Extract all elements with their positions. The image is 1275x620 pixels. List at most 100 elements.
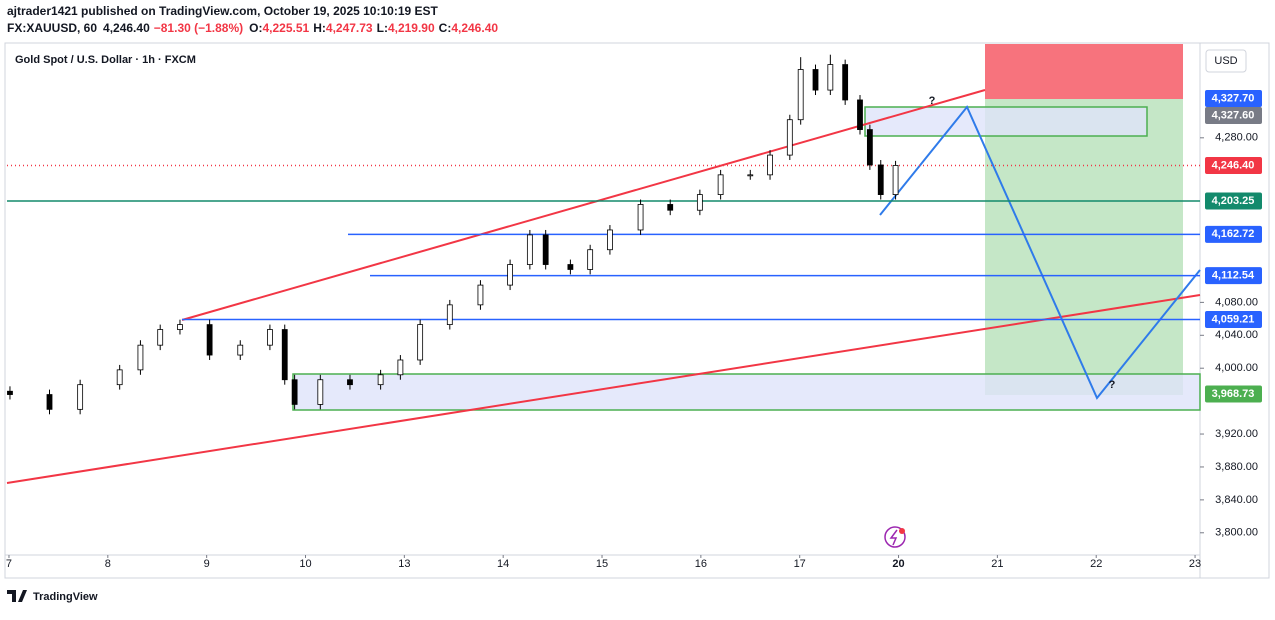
c-label: C: bbox=[439, 21, 452, 35]
events-bolt bbox=[889, 529, 898, 546]
candle-body bbox=[587, 249, 594, 270]
candle-body bbox=[7, 390, 13, 395]
price-label: 4,203.25 bbox=[1212, 195, 1255, 207]
price-label-box bbox=[1205, 267, 1262, 285]
candle-body bbox=[786, 119, 793, 156]
price-label-box bbox=[1205, 156, 1262, 174]
brand[interactable]: TradingView bbox=[33, 591, 98, 603]
change: −81.30 (−1.88%) bbox=[154, 21, 243, 35]
candle-body bbox=[717, 174, 724, 195]
y-tick-label: 4,040.00 bbox=[1215, 329, 1258, 341]
levels bbox=[7, 164, 1200, 321]
candle-body bbox=[177, 324, 183, 330]
candle-body bbox=[347, 379, 353, 386]
candle-body bbox=[317, 379, 324, 405]
candle-body bbox=[77, 384, 84, 410]
x-tick-label: 9 bbox=[204, 558, 210, 570]
candle-body bbox=[857, 99, 863, 130]
candle-body bbox=[842, 64, 849, 101]
candle-body bbox=[812, 69, 819, 91]
price-label-box bbox=[1205, 310, 1262, 328]
y-tick-label: 4,280.00 bbox=[1215, 132, 1258, 144]
publisher: ajtrader1421 published on TradingView.co… bbox=[7, 4, 439, 18]
candle-body bbox=[206, 324, 213, 356]
events-dot bbox=[899, 528, 905, 534]
lower-trendline bbox=[6, 294, 1201, 484]
candle-body bbox=[892, 165, 899, 195]
candle-body bbox=[747, 174, 754, 177]
price-label: 4,327.70 bbox=[1212, 92, 1255, 104]
candle-body bbox=[567, 264, 574, 270]
x-tick-label: 8 bbox=[105, 558, 111, 570]
candle-body bbox=[507, 264, 513, 286]
candle-body bbox=[637, 204, 644, 231]
price-label: 4,112.54 bbox=[1212, 270, 1255, 282]
y-tick-label: 4,000.00 bbox=[1215, 362, 1258, 374]
publisher-text: ajtrader1421 published on TradingView.co… bbox=[7, 4, 439, 18]
upper-trendline bbox=[181, 89, 986, 321]
ohlc-line: FX:XAUUSD, 60 4,246.40 −81.30 (−1.88%) O:4,… bbox=[7, 21, 498, 35]
candle-body bbox=[377, 374, 384, 386]
frame bbox=[4, 42, 1270, 579]
candle-body bbox=[877, 164, 884, 195]
y-tick-label: 3,840.00 bbox=[1215, 494, 1258, 506]
candle-body bbox=[46, 394, 53, 410]
x-tick-label: 10 bbox=[299, 558, 311, 570]
drawings: ? ? bbox=[6, 44, 1201, 484]
x-tick-label: 17 bbox=[794, 558, 806, 570]
x-tick-label: 21 bbox=[991, 558, 1003, 570]
low: 4,219.90 bbox=[388, 21, 435, 35]
candle-body bbox=[237, 344, 244, 356]
price-label-box bbox=[1205, 90, 1262, 108]
x-tick-label: 16 bbox=[695, 558, 707, 570]
x-tick-label: 13 bbox=[398, 558, 410, 570]
candle-body bbox=[157, 329, 164, 346]
x-tick-label: 23 bbox=[1189, 558, 1201, 570]
price-label: 4,246.40 bbox=[1212, 159, 1255, 171]
price-label-box bbox=[1205, 192, 1262, 210]
price-label-box bbox=[1205, 107, 1262, 125]
candle-body bbox=[267, 329, 273, 346]
candle-body bbox=[667, 204, 674, 211]
candle-body bbox=[291, 379, 298, 405]
x-tick-label: 14 bbox=[497, 558, 509, 570]
price-label: 4,327.60 bbox=[1212, 109, 1255, 121]
candle-body bbox=[417, 324, 424, 361]
candle-body bbox=[542, 234, 549, 265]
candle-body bbox=[827, 64, 834, 91]
l-label: L: bbox=[377, 21, 388, 35]
high: 4,247.73 bbox=[326, 21, 373, 35]
candles bbox=[7, 54, 899, 415]
price-label: 4,162.72 bbox=[1212, 228, 1255, 240]
target-zone bbox=[985, 99, 1183, 395]
o-label: O: bbox=[249, 21, 262, 35]
demand-zone bbox=[292, 373, 1201, 411]
candle-body bbox=[767, 154, 773, 176]
currency[interactable]: USD bbox=[1214, 55, 1237, 67]
projection-path bbox=[879, 105, 1201, 400]
close: 4,246.40 bbox=[451, 21, 498, 35]
candle-body bbox=[477, 284, 484, 306]
candle-body bbox=[797, 69, 804, 121]
y-tick-label: 3,920.00 bbox=[1215, 428, 1258, 440]
open: 4,225.51 bbox=[263, 21, 310, 35]
currency-box[interactable] bbox=[1205, 49, 1247, 73]
last: 4,246.40 bbox=[103, 21, 150, 35]
y-tick-label: 4,080.00 bbox=[1215, 296, 1258, 308]
chart-title: Gold Spot / U.S. Dollar · 1h · FXCM bbox=[15, 54, 196, 66]
price-label: 3,968.73 bbox=[1212, 388, 1255, 400]
y-tick-label: 3,800.00 bbox=[1215, 527, 1258, 539]
stop-zone bbox=[985, 44, 1183, 99]
candle-body bbox=[446, 304, 453, 325]
question-mark: ? bbox=[929, 95, 936, 107]
candle-body bbox=[607, 229, 613, 251]
candle-body bbox=[137, 344, 144, 371]
candle-body bbox=[116, 369, 123, 386]
candle-body bbox=[281, 329, 288, 381]
price-label: 4,059.21 bbox=[1212, 313, 1255, 325]
h-label: H: bbox=[313, 21, 326, 35]
price-label-box bbox=[1205, 225, 1262, 243]
candle-body bbox=[696, 194, 703, 211]
